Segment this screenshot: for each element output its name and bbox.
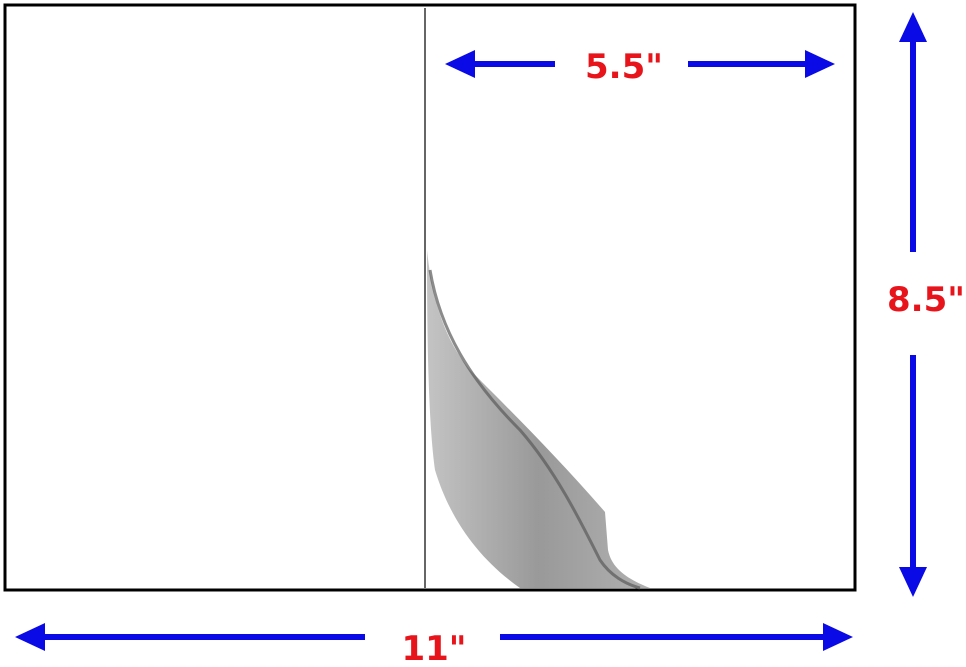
full-width-arrow (15, 623, 853, 651)
height-label: 8.5" (887, 280, 965, 320)
half-width-arrow (445, 50, 835, 78)
page-curl-edge (428, 269, 641, 590)
half-width-label: 5.5" (585, 47, 663, 87)
page-curl-shadow (427, 250, 650, 588)
full-width-label: 11" (401, 629, 466, 667)
height-arrow (899, 12, 927, 597)
